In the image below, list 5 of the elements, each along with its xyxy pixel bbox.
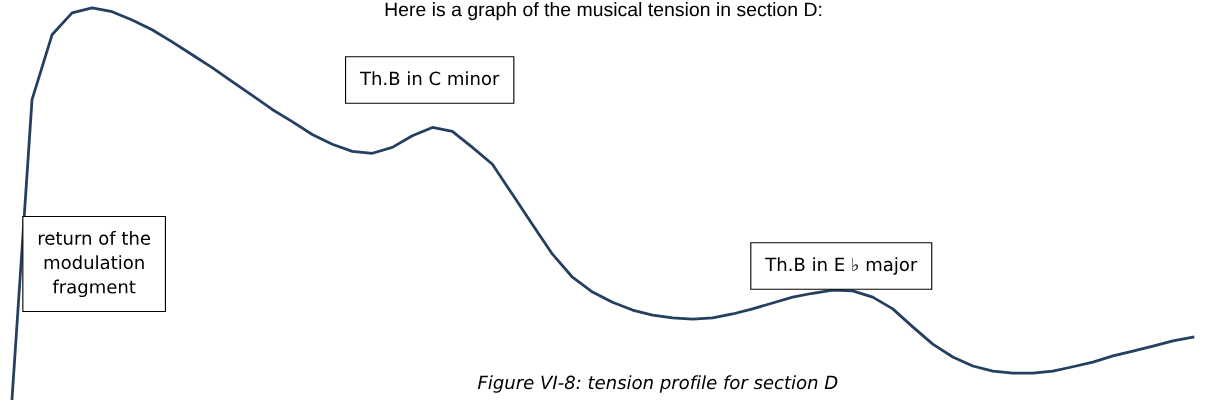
annotation: Th.B in C minor bbox=[359, 71, 500, 86]
chart-title: Here is a graph of the musical tension in section D: bbox=[385, 2, 822, 21]
annotation: return of the modulation fragment bbox=[38, 230, 151, 298]
annotation: Figure VI-8: tension profile for section D bbox=[477, 375, 838, 393]
annotation: Th.B in E ♭ major bbox=[765, 257, 918, 275]
